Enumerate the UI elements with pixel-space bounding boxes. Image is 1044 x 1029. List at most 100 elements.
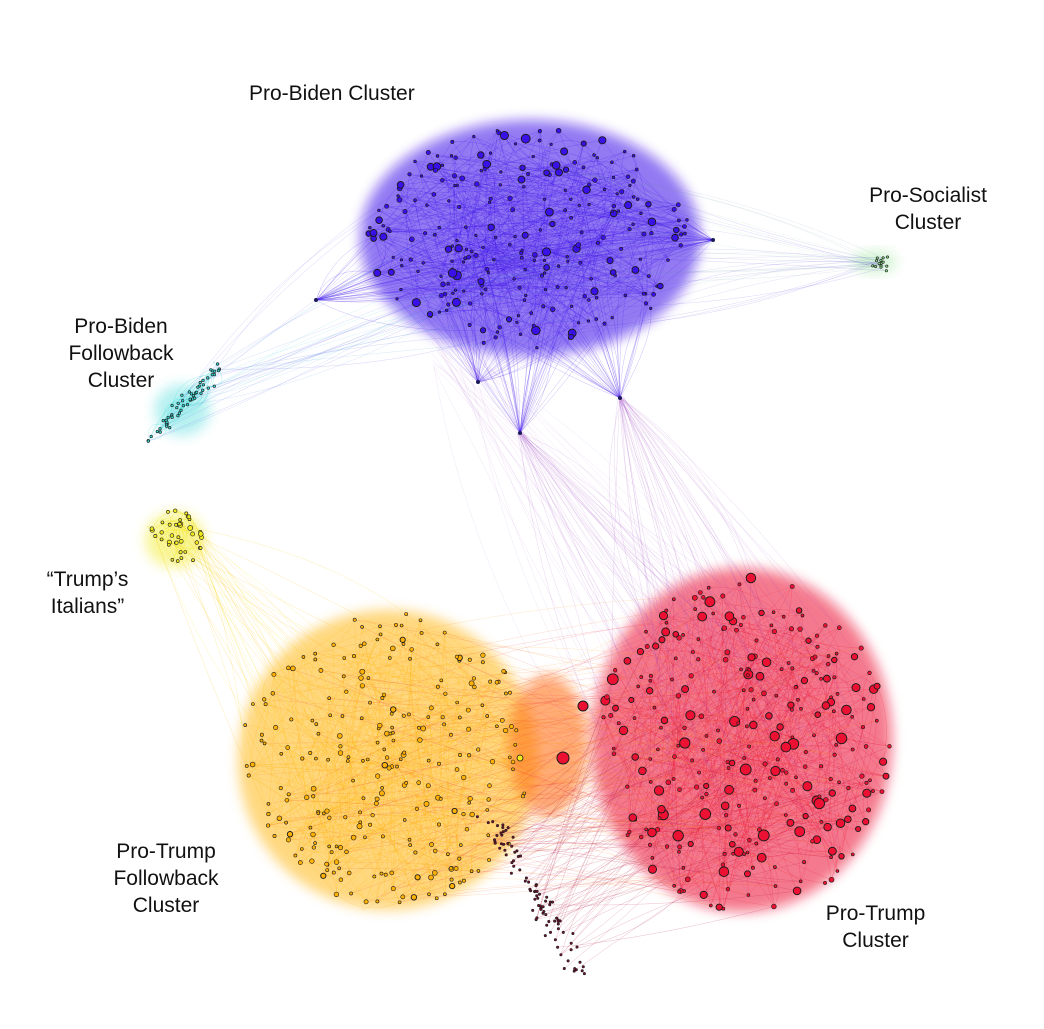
edge	[451, 165, 557, 262]
pro-trump-node	[638, 834, 644, 840]
edge	[472, 342, 484, 383]
pro-trump-node	[716, 825, 721, 831]
pro-trump-node	[882, 772, 890, 780]
edge	[519, 432, 871, 781]
pro-trump-followback-node	[325, 868, 330, 872]
pro-trump-followback-node	[472, 684, 477, 690]
pro-trump-node	[701, 748, 705, 752]
edge	[499, 213, 642, 328]
edge	[525, 775, 862, 882]
pro-trump-node	[664, 620, 669, 625]
pro-biden-node	[641, 291, 646, 296]
pro-trump-followback-node	[271, 671, 277, 677]
pro-trump-followback-node	[351, 778, 355, 783]
edge	[674, 746, 786, 761]
edge	[627, 601, 710, 662]
edge	[533, 156, 877, 262]
edge	[696, 656, 855, 788]
edge	[519, 287, 621, 399]
edge	[723, 668, 793, 909]
edge	[731, 628, 801, 764]
pro-biden-node	[610, 160, 614, 164]
trumps-italians-node	[153, 534, 158, 538]
edge	[264, 715, 769, 744]
edge	[740, 624, 815, 736]
pro-trump-node	[858, 645, 864, 651]
pro-trump-node	[733, 832, 738, 837]
edge	[264, 699, 437, 899]
edge	[446, 172, 560, 311]
edge	[458, 130, 498, 249]
edge	[563, 791, 883, 933]
edge	[631, 615, 664, 701]
edge	[613, 615, 664, 754]
edge	[482, 247, 486, 343]
pro-trump-node	[798, 879, 803, 884]
edge	[477, 259, 641, 383]
edge	[452, 272, 621, 399]
edge	[151, 220, 679, 437]
edge	[678, 584, 740, 746]
pro-trump-node	[706, 585, 711, 590]
edge	[448, 209, 675, 250]
pro-trump-followback-node	[310, 718, 315, 723]
edge	[383, 225, 646, 294]
edge	[612, 239, 714, 318]
edge	[705, 813, 832, 880]
pro-trump-node	[741, 615, 746, 620]
edge	[448, 281, 483, 294]
edge	[617, 185, 631, 399]
edge	[340, 626, 381, 848]
fringe-node	[492, 838, 496, 842]
edge	[613, 748, 750, 841]
pro-trump-followback-node	[401, 713, 406, 718]
pro-trump-node	[754, 638, 759, 643]
pro-trump-node	[725, 886, 731, 892]
edge	[663, 760, 693, 815]
edge	[312, 796, 341, 848]
pro-trump-followback-node	[429, 842, 434, 847]
edge	[381, 760, 514, 789]
edge	[691, 676, 761, 761]
edge	[477, 299, 525, 383]
edge	[470, 682, 498, 872]
edge	[650, 616, 703, 681]
edge	[489, 185, 630, 205]
pro-socialist-node	[885, 255, 889, 259]
edge	[668, 730, 719, 783]
pro-trump-node	[606, 673, 619, 686]
edge	[301, 822, 361, 850]
edge	[747, 780, 871, 853]
edge	[419, 680, 805, 741]
pro-trump-followback-node	[352, 617, 357, 622]
edge	[179, 519, 325, 814]
edge	[519, 143, 584, 434]
pro-trump-node	[850, 714, 855, 719]
edge	[519, 299, 590, 434]
pro-trump-node	[745, 572, 757, 584]
pro-biden-node	[569, 197, 573, 201]
edge	[520, 433, 748, 769]
trumps-italians-node	[173, 508, 178, 513]
edge	[389, 202, 490, 232]
edge	[361, 718, 462, 846]
edge	[348, 757, 360, 827]
pro-trump-followback-node	[399, 636, 406, 643]
edge	[348, 756, 429, 764]
edge	[739, 584, 799, 700]
edge	[476, 183, 658, 287]
edge	[387, 657, 391, 769]
edge	[748, 821, 822, 896]
edge	[702, 793, 820, 804]
pro-trump-node	[746, 893, 751, 897]
edge	[272, 693, 418, 878]
pro-trump-node	[775, 757, 780, 762]
pro-trump-followback-node	[246, 773, 251, 778]
edge	[434, 234, 479, 383]
pro-socialist-haze	[853, 250, 897, 274]
edge	[611, 161, 680, 221]
pro-trump-followback-node	[400, 894, 406, 900]
edge	[318, 796, 471, 814]
pro-biden-followback-node	[201, 383, 205, 387]
pro-socialist-node	[879, 258, 883, 262]
